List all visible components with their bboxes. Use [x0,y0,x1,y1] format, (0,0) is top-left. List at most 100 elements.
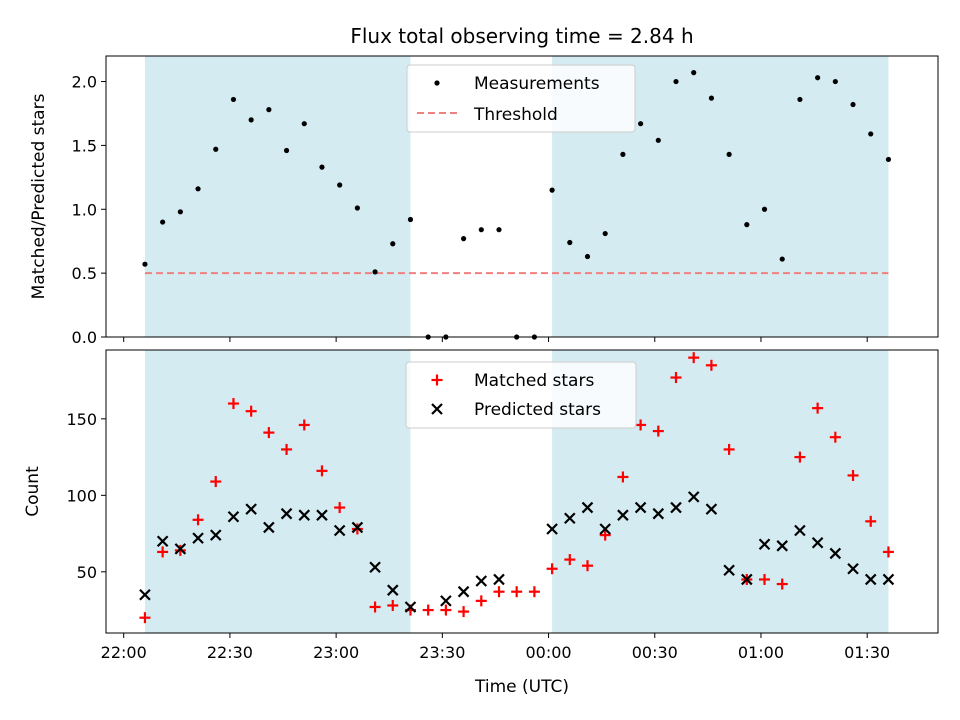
x-b [564,512,576,525]
predicted-point [139,588,151,601]
measurement-point [337,182,343,188]
bottom-legend: Matched stars Predicted stars [405,361,637,429]
measurement-point [761,206,768,212]
matched-point [369,601,381,613]
predicted-point [794,524,806,537]
predicted-point [670,501,682,514]
matched-point [882,546,894,558]
y-tick-label: 0.0 [72,328,97,347]
measurement-point [266,107,272,113]
measurement-point [301,121,307,127]
matched-point [139,612,151,624]
matched-point [227,398,239,410]
measurement-point [691,70,697,76]
matched-point [192,514,204,526]
predicted-point [457,585,470,598]
measurement-point [283,147,290,154]
predicted-point [617,509,629,521]
measurement-point [797,96,803,103]
top-panel: 0.00.51.01.52.0 Matched/Predicted stars … [29,55,939,347]
matched-point [723,443,735,455]
predicted-point [758,538,771,551]
matched-point [281,443,293,455]
y-tick-label: 50 [77,563,97,582]
predicted-point [847,562,859,575]
x-b [493,573,505,586]
legend-cross [431,403,443,415]
matched-point [564,554,576,566]
measurement-point [779,256,785,262]
predicted-point [280,507,293,520]
predicted-point [192,532,204,544]
x-b [298,509,311,521]
x-tick-label: 23:30 [419,643,465,662]
predicted-point [634,501,647,514]
measurement-point [460,236,467,242]
x-b [431,403,443,415]
matched-stars-points [139,352,894,624]
matched-point [581,560,593,572]
legend-predicted-label: Predicted stars [474,400,601,420]
x-tick-label: 23:00 [313,643,359,662]
measurement-point [496,227,502,233]
predicted-point [829,547,842,560]
x-b [227,510,240,523]
matched-point [458,606,470,618]
predicted-point [705,503,718,515]
measurement-point [620,151,626,157]
x-tick-label: 01:00 [738,643,784,662]
matched-point [776,578,788,590]
predicted-point [546,523,558,535]
x-b [776,540,788,552]
measurement-point [602,230,608,237]
measurement-point [549,187,555,193]
measurement-point [230,96,237,103]
measurement-point [673,78,679,85]
predicted-point [333,524,346,537]
measurement-points [142,70,892,340]
predicted-point [811,536,824,549]
x-b [634,501,647,514]
predicted-point [174,543,187,555]
y-tick-label: 1.0 [72,200,97,219]
measurement-point [478,227,484,233]
top-legend: Measurements Threshold [406,64,636,133]
matched-point [511,586,523,598]
observing-span [144,56,411,337]
predicted-point [493,573,505,586]
x-tick-label: 22:30 [207,643,253,662]
legend-predicted-marker [431,403,443,415]
predicted-point [404,601,417,613]
matched-point [617,471,629,483]
x-b [351,521,364,534]
predicted-point [440,595,452,607]
matched-point [298,419,310,431]
x-axis-label: Time (UTC) [474,677,569,697]
x-b [705,503,718,515]
predicted-point [864,573,877,586]
matched-point [528,586,540,598]
y-tick-label: 100 [66,486,97,505]
top-y-ticks: 0.0 0.5 1.0 1.5 2.0 [72,73,106,347]
x-b [404,601,417,613]
legend-matched-label: Matched stars [474,371,594,391]
x-b [617,509,629,521]
legend-plus [431,374,443,386]
matched-point [546,563,558,575]
top-legend-box [406,64,636,133]
y-tick-label: 150 [66,410,97,429]
measurement-point [708,95,715,101]
x-b [174,543,187,555]
measurement-point [885,156,892,163]
x-b [687,491,700,503]
measurement-point [160,219,166,225]
x-b [263,521,275,534]
matched-point [652,425,664,437]
x-b [192,532,204,544]
matched-point [210,476,222,488]
predicted-point [741,573,753,586]
predicted-point [316,509,328,521]
x-b [758,538,771,551]
y-tick-label: 1.5 [72,136,97,155]
matched-point [387,599,399,611]
